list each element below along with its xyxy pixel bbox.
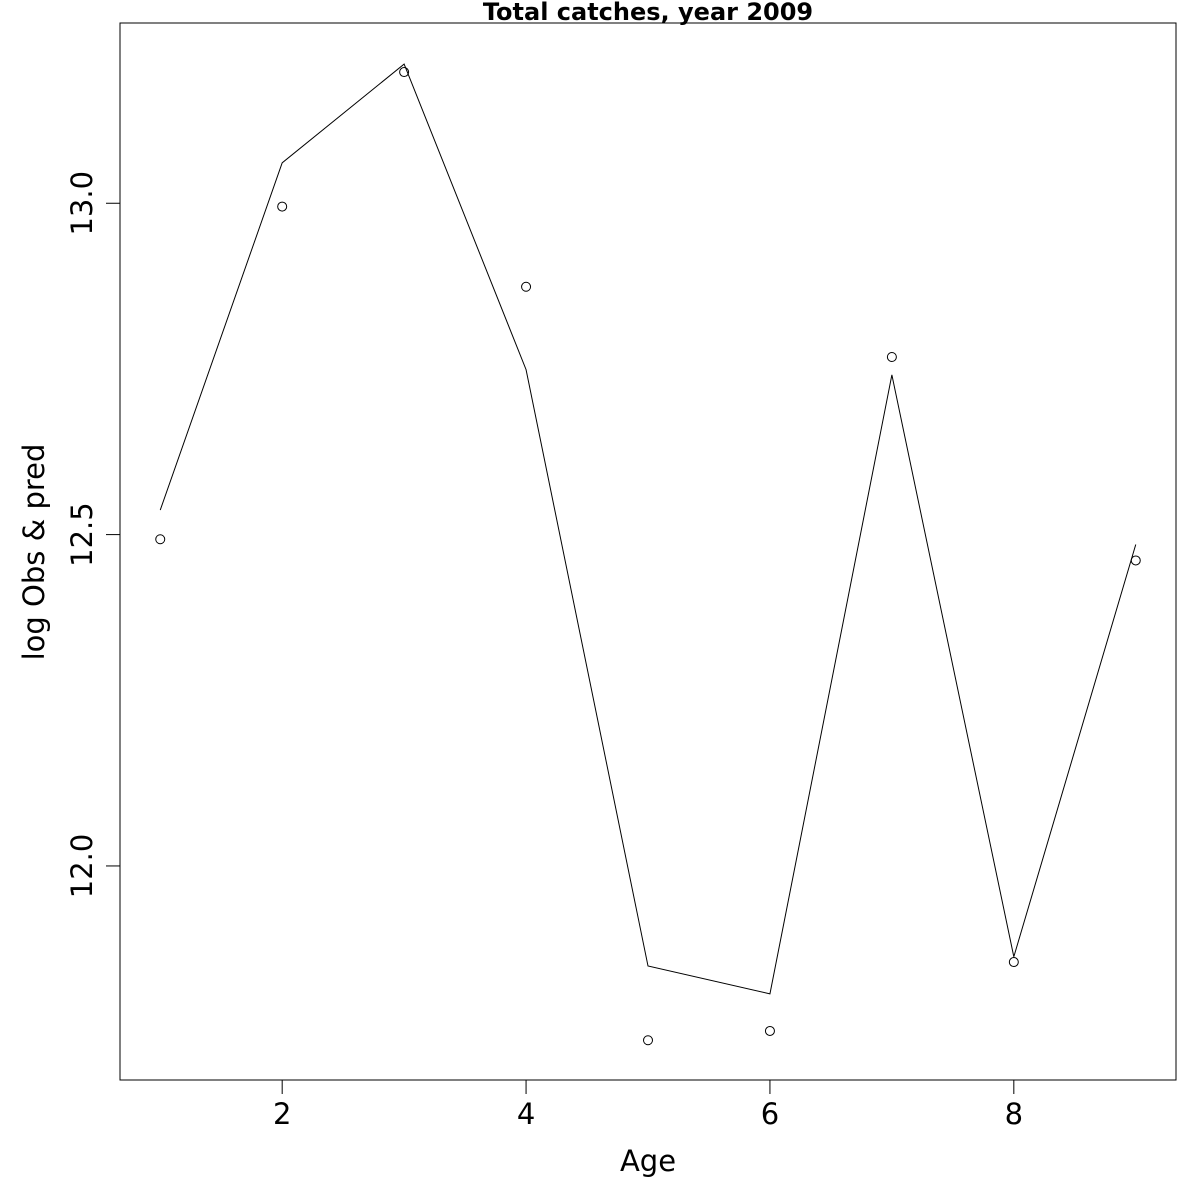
series-layer	[155, 63, 1141, 1046]
x-tick-label: 2	[273, 1097, 291, 1131]
y-tick-label: 13.0	[65, 171, 99, 236]
observed-point	[1130, 555, 1141, 566]
observed-point	[643, 1035, 653, 1046]
observed-point	[277, 201, 288, 212]
chart-title: Total catches, year 2009	[483, 0, 813, 26]
x-axis: 2 4 6 8	[273, 1079, 1023, 1131]
y-tick-label: 12.5	[65, 502, 99, 567]
x-tick-label: 4	[517, 1097, 535, 1131]
observed-point	[886, 351, 897, 362]
observed-point	[155, 534, 166, 545]
x-axis-label: Age	[620, 1144, 676, 1178]
y-axis-label: log Obs & pred	[17, 444, 51, 661]
observed-point	[764, 1025, 775, 1036]
observed-point	[521, 281, 532, 292]
x-tick-label: 6	[761, 1097, 779, 1131]
y-axis: 12.0 12.5 13.0	[65, 171, 121, 899]
observed-point	[1008, 957, 1019, 968]
plot-frame	[119, 22, 1177, 1081]
y-tick-label: 12.0	[65, 834, 99, 899]
predicted-line	[159, 63, 1137, 995]
x-tick-label: 8	[1005, 1097, 1023, 1131]
observed-point	[399, 67, 410, 78]
